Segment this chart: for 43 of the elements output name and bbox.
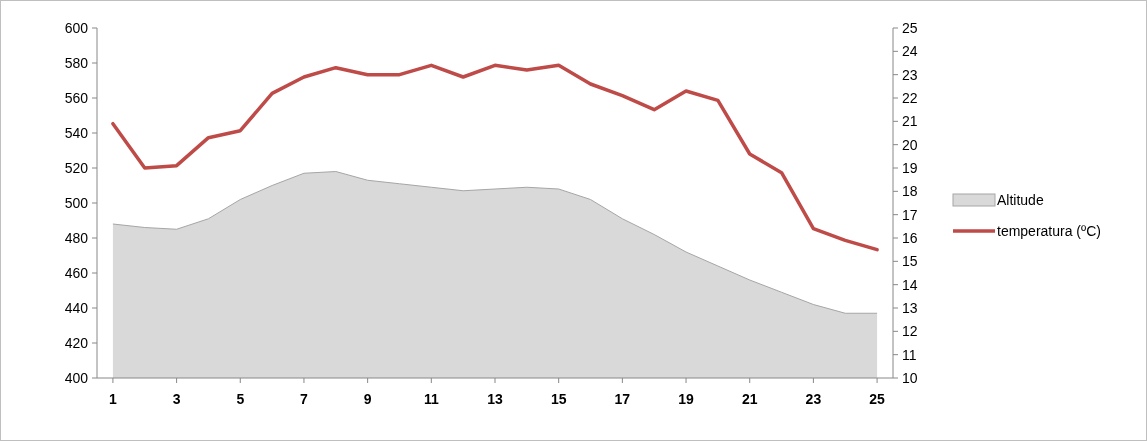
x-tick-label: 23 [805,391,822,407]
y2-tick-label: 13 [902,300,918,316]
x-tick-label: 17 [614,391,631,407]
x-tick-label: 25 [869,391,886,407]
y-tick-label: 560 [64,90,89,106]
legend-label: temperatura (ºC) [997,223,1101,239]
y2-tick-label: 17 [902,206,918,223]
y2-tick-label: 22 [902,90,918,106]
y-tick-label: 520 [64,160,89,176]
line-series [111,63,879,252]
y-tick-label: 480 [64,230,89,246]
y-tick-label: 420 [64,335,89,351]
y-tick-label: 440 [64,300,89,316]
x-tick-label: 5 [236,391,245,407]
x-tick-label: 15 [550,391,567,407]
y2-tick-label: 14 [902,276,918,293]
x-tick-label: 11 [423,391,439,407]
y-tick-label: 540 [64,125,89,141]
x-tick-label: 13 [487,391,503,407]
y2-tick-label: 15 [902,253,918,270]
y2-tick-label: 20 [902,136,918,153]
x-tick-label: 7 [300,391,309,407]
y2-tick-label: 16 [902,230,918,246]
y2-tick-label: 10 [902,370,918,386]
x-tick-label: 9 [363,391,372,407]
y2-tick-label: 23 [902,66,918,83]
y-tick-label: 500 [64,195,89,211]
y2-tick-label: 19 [902,160,918,176]
y-tick-label: 400 [64,370,89,386]
legend-label: Altitude [997,192,1044,208]
x-tick-label: 1 [109,391,118,407]
y-tick-label: 460 [64,265,89,281]
y-tick-label: 580 [64,55,89,71]
y2-tick-label: 18 [902,183,918,200]
y2-tick-label: 25 [902,20,918,36]
y2-tick-label: 21 [902,113,918,130]
x-tick-label: 21 [741,391,758,407]
y2-tick-label: 12 [902,323,918,340]
y2-tick-label: 24 [902,43,918,60]
y-tick-label: 600 [64,20,89,36]
x-tick-label: 19 [678,391,695,407]
y2-tick-label: 11 [902,346,917,363]
x-tick-label: 3 [172,391,181,407]
